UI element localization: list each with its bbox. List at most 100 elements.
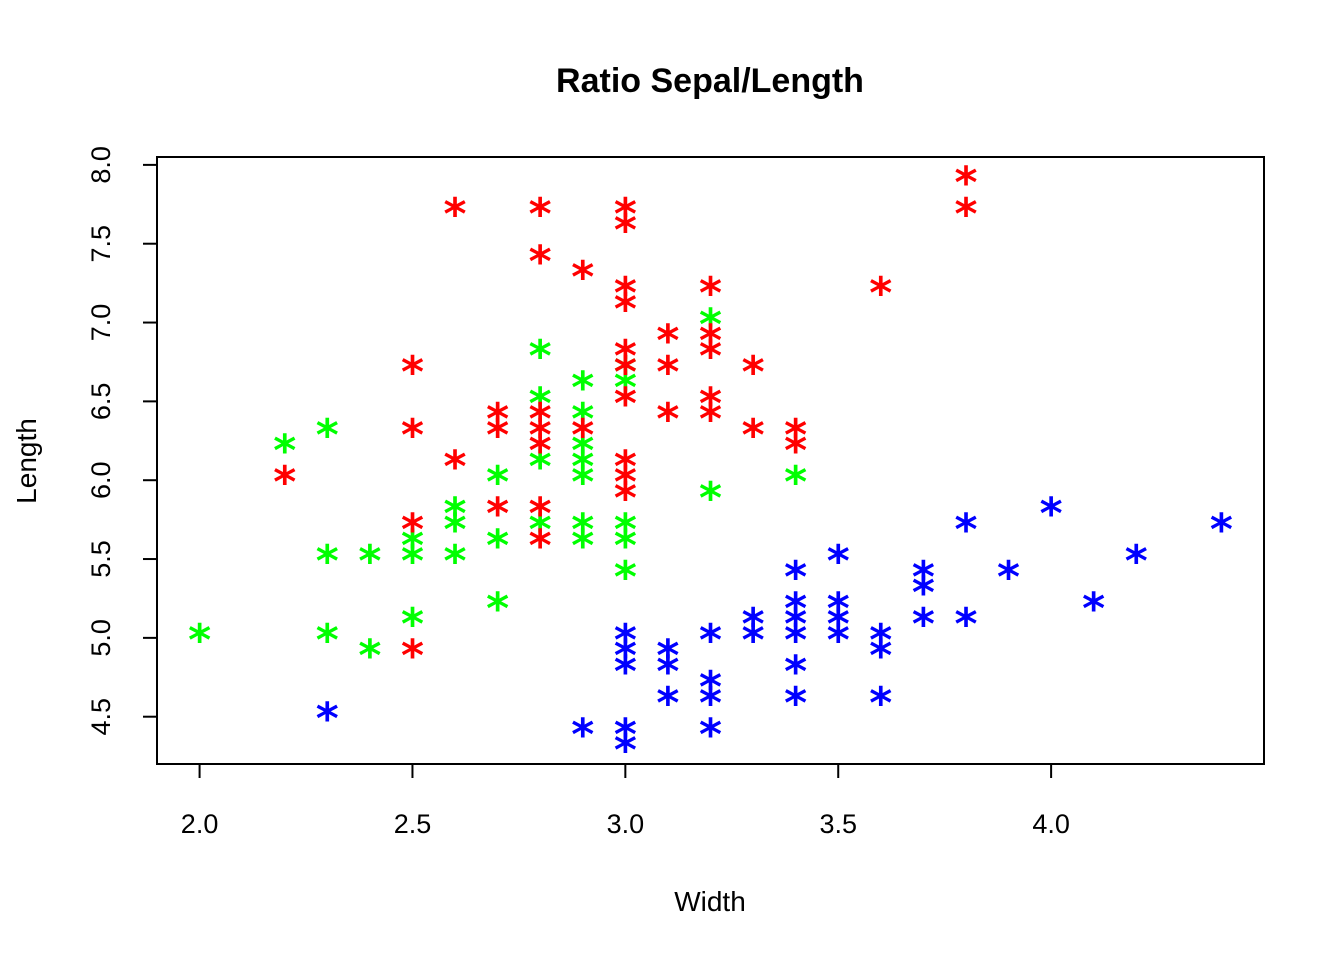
data-point: * [486, 520, 509, 571]
data-point: * [444, 536, 467, 587]
data-point: * [912, 568, 935, 619]
data-point: * [784, 457, 807, 508]
data-point: * [827, 615, 850, 666]
data-point: * [1125, 536, 1148, 587]
data-point: * [699, 315, 722, 366]
data-point: * [358, 631, 381, 682]
data-point: * [614, 284, 637, 335]
data-point: * [614, 205, 637, 256]
data-point: * [742, 347, 765, 398]
data-point: * [742, 615, 765, 666]
data-point: * [912, 552, 935, 603]
data-point: * [316, 694, 339, 745]
data-point: * [571, 363, 594, 414]
y-axis-label: Length [11, 418, 42, 504]
y-tick-label: 8.0 [86, 146, 116, 184]
y-tick-label: 6.5 [86, 383, 116, 421]
data-point: * [401, 599, 424, 650]
data-point: * [614, 615, 637, 666]
data-point: * [529, 520, 552, 571]
data-point: * [529, 378, 552, 429]
data-point: * [444, 441, 467, 492]
data-point: * [656, 347, 679, 398]
data-point: * [444, 189, 467, 240]
data-point: * [912, 599, 935, 650]
x-tick-label: 4.0 [1032, 809, 1070, 839]
data-point: * [614, 646, 637, 697]
data-point: * [656, 315, 679, 366]
data-point: * [571, 426, 594, 477]
data-point: * [273, 457, 296, 508]
data-point: * [614, 631, 637, 682]
data-point: * [444, 505, 467, 556]
data-point: * [614, 189, 637, 240]
data-point: * [444, 489, 467, 540]
data-point: * [1210, 505, 1233, 556]
data-point: * [571, 457, 594, 508]
data-point: * [614, 378, 637, 429]
data-point: * [529, 441, 552, 492]
data-point: * [316, 410, 339, 461]
data-point: * [571, 252, 594, 303]
data-point: * [656, 646, 679, 697]
data-point: * [614, 552, 637, 603]
data-point: * [699, 300, 722, 351]
data-point: * [614, 363, 637, 414]
data-point: * [954, 158, 977, 209]
data-point: * [401, 410, 424, 461]
data-point: * [869, 615, 892, 666]
y-tick-label: 5.5 [86, 540, 116, 578]
data-point: * [401, 505, 424, 556]
data-point: * [1082, 583, 1105, 634]
x-axis: 2.0 2.5 3.0 3.5 4.0 [181, 763, 1070, 839]
data-point: * [699, 473, 722, 524]
data-point: * [699, 678, 722, 729]
data-point: * [784, 410, 807, 461]
data-point: * [742, 410, 765, 461]
data-point: * [571, 394, 594, 445]
data-point: * [784, 615, 807, 666]
y-tick-label: 5.0 [86, 619, 116, 657]
data-point: * [316, 536, 339, 587]
data-point: * [699, 394, 722, 445]
y-tick-label: 4.5 [86, 698, 116, 736]
data-point: * [571, 505, 594, 556]
data-point: * [188, 615, 211, 666]
x-axis-label: Width [674, 886, 746, 917]
data-point: * [699, 378, 722, 429]
data-point: * [401, 631, 424, 682]
data-point: * [614, 725, 637, 776]
data-point: * [784, 599, 807, 650]
data-point: * [614, 347, 637, 398]
data-point: * [1040, 489, 1063, 540]
data-point: * [784, 583, 807, 634]
data-point: * [827, 583, 850, 634]
data-point: * [699, 331, 722, 382]
data-point: * [699, 268, 722, 319]
data-point: * [486, 457, 509, 508]
data-point: * [571, 410, 594, 461]
y-axis: 4.5 5.0 5.5 6.0 6.5 7.0 7.5 8.0 [86, 146, 158, 736]
data-point: * [656, 631, 679, 682]
data-point: * [529, 505, 552, 556]
data-point: * [954, 599, 977, 650]
data-point: * [997, 552, 1020, 603]
data-point: * [486, 583, 509, 634]
y-tick-label: 7.0 [86, 304, 116, 342]
data-point: * [869, 268, 892, 319]
data-point: * [273, 426, 296, 477]
data-point: * [614, 520, 637, 571]
data-point: * [486, 410, 509, 461]
data-point: * [954, 505, 977, 556]
data-point: * [529, 410, 552, 461]
y-tick-label: 7.5 [86, 225, 116, 263]
data-point: * [571, 520, 594, 571]
data-point: * [614, 505, 637, 556]
data-point: * [784, 426, 807, 477]
data-point: * [571, 709, 594, 760]
data-point: * [614, 347, 637, 398]
data-point: * [614, 473, 637, 524]
data-point: * [486, 394, 509, 445]
data-point: * [401, 536, 424, 587]
